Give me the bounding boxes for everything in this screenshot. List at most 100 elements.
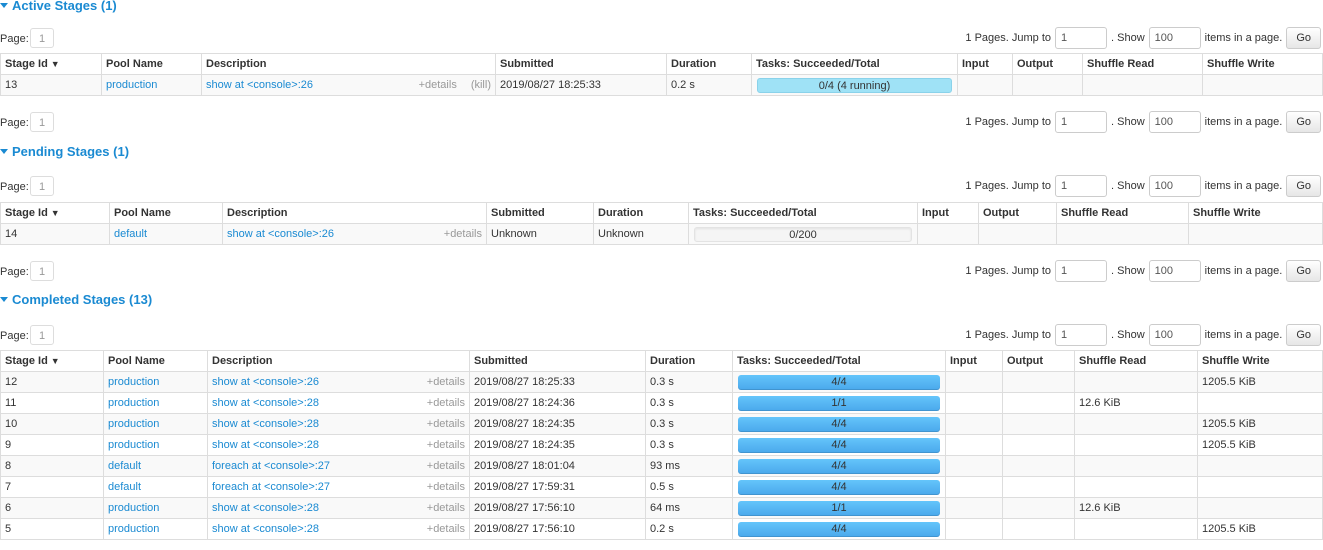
column-header-id[interactable]: Stage Id ▼ — [0, 53, 102, 75]
stage-description-link[interactable]: foreach at <console>:27 — [212, 460, 331, 472]
details-toggle[interactable]: +details — [426, 460, 465, 472]
jump-to-page-input[interactable] — [1055, 324, 1108, 346]
go-button[interactable]: Go — [1286, 324, 1321, 346]
details-toggle[interactable]: +details — [426, 439, 465, 451]
pool-link[interactable]: default — [108, 460, 142, 472]
column-header-shuffle-write[interactable]: Shuffle Write — [1197, 350, 1323, 372]
pool-link[interactable]: production — [108, 376, 160, 388]
cell-tasks: 4/4 — [732, 476, 946, 498]
cell-pool: default — [103, 455, 208, 477]
active-stages-toggle[interactable]: Active Stages (1) — [0, 0, 117, 13]
column-header-shuffle-read[interactable]: Shuffle Read — [1082, 53, 1203, 75]
details-toggle[interactable]: +details — [426, 523, 465, 535]
cell-desc: foreach at <console>:27 +details — [207, 476, 470, 498]
cell-desc: show at <console>:28 +details — [207, 434, 470, 456]
column-header-duration[interactable]: Duration — [593, 202, 689, 224]
cell-id: 8 — [0, 455, 104, 477]
section-title: Completed Stages (13) — [12, 292, 153, 307]
stage-description-link[interactable]: show at <console>:26 — [227, 228, 335, 240]
jump-to-page-input[interactable] — [1055, 27, 1108, 49]
column-header-shuffle-read[interactable]: Shuffle Read — [1056, 202, 1189, 224]
column-header-submitted[interactable]: Submitted — [486, 202, 594, 224]
details-toggle[interactable]: +details — [426, 502, 465, 514]
column-header-tasks[interactable]: Tasks: Succeeded/Total — [732, 350, 946, 372]
column-header-output[interactable]: Output — [978, 202, 1057, 224]
stage-description-link[interactable]: show at <console>:28 — [212, 502, 320, 514]
stage-description-link[interactable]: show at <console>:28 — [212, 397, 320, 409]
column-header-submitted[interactable]: Submitted — [469, 350, 646, 372]
pool-link[interactable]: production — [108, 439, 160, 451]
column-header-output[interactable]: Output — [1012, 53, 1083, 75]
pool-link[interactable]: production — [108, 418, 160, 430]
completed-stages-toggle[interactable]: Completed Stages (13) — [0, 292, 152, 307]
pool-link[interactable]: production — [108, 397, 160, 409]
column-header-tasks[interactable]: Tasks: Succeeded/Total — [751, 53, 958, 75]
column-header-desc[interactable]: Description — [201, 53, 496, 75]
pool-link[interactable]: production — [106, 79, 158, 91]
column-header-input[interactable]: Input — [917, 202, 979, 224]
items-text: items in a page. — [1204, 265, 1283, 277]
column-header-pool[interactable]: Pool Name — [109, 202, 223, 224]
column-header-desc[interactable]: Description — [222, 202, 487, 224]
page-1-link[interactable]: 1 — [30, 325, 54, 345]
page-size-input[interactable] — [1148, 324, 1201, 346]
table-row: 6 production show at <console>:28 +details 2… — [0, 497, 1323, 519]
pool-link[interactable]: default — [114, 228, 148, 240]
table-row: 12 production show at <console>:26 +details… — [0, 371, 1323, 393]
go-button[interactable]: Go — [1286, 111, 1321, 133]
page-size-input[interactable] — [1148, 27, 1201, 49]
jump-to-page-input[interactable] — [1055, 260, 1108, 282]
details-toggle[interactable]: +details — [443, 228, 482, 240]
column-header-duration[interactable]: Duration — [666, 53, 752, 75]
column-header-input[interactable]: Input — [945, 350, 1003, 372]
column-header-shuffle-write[interactable]: Shuffle Write — [1188, 202, 1323, 224]
jump-to-page-input[interactable] — [1055, 111, 1108, 133]
go-button[interactable]: Go — [1286, 260, 1321, 282]
stage-description-link[interactable]: show at <console>:28 — [212, 418, 320, 430]
pending-stages-toggle[interactable]: Pending Stages (1) — [0, 144, 129, 159]
column-header-pool[interactable]: Pool Name — [101, 53, 202, 75]
column-header-shuffle-write[interactable]: Shuffle Write — [1202, 53, 1323, 75]
kill-link[interactable]: (kill) — [470, 79, 491, 91]
column-header-desc[interactable]: Description — [207, 350, 470, 372]
pool-link[interactable]: production — [108, 502, 160, 514]
details-toggle[interactable]: +details — [426, 397, 465, 409]
column-header-tasks[interactable]: Tasks: Succeeded/Total — [688, 202, 918, 224]
jump-to-page-input[interactable] — [1055, 175, 1108, 197]
column-header-shuffle-read[interactable]: Shuffle Read — [1074, 350, 1198, 372]
column-header-id[interactable]: Stage Id ▼ — [0, 202, 110, 224]
column-header-submitted[interactable]: Submitted — [495, 53, 667, 75]
page-size-input[interactable] — [1148, 175, 1201, 197]
cell-duration: 0.3 s — [645, 392, 733, 414]
stage-description-link[interactable]: show at <console>:28 — [212, 439, 320, 451]
go-button[interactable]: Go — [1286, 175, 1321, 197]
page-1-link[interactable]: 1 — [30, 112, 54, 132]
pool-link[interactable]: production — [108, 523, 160, 535]
stage-description-link[interactable]: show at <console>:26 — [212, 376, 320, 388]
page-1-link[interactable]: 1 — [30, 28, 54, 48]
cell-desc: show at <console>:28 +details — [207, 497, 470, 519]
details-toggle[interactable]: +details — [418, 79, 457, 91]
stage-description-link[interactable]: foreach at <console>:27 — [212, 481, 331, 493]
pool-link[interactable]: default — [108, 481, 142, 493]
completed-stages-table: Stage Id ▼ Pool Name Description Submitted Du… — [0, 350, 1323, 540]
column-header-id[interactable]: Stage Id ▼ — [0, 350, 104, 372]
show-text: . Show — [1111, 180, 1145, 192]
column-header-pool[interactable]: Pool Name — [103, 350, 208, 372]
details-toggle[interactable]: +details — [426, 418, 465, 430]
stage-description-link[interactable]: show at <console>:28 — [212, 523, 320, 535]
column-header-output[interactable]: Output — [1002, 350, 1075, 372]
go-button[interactable]: Go — [1286, 27, 1321, 49]
cell-id: 9 — [0, 434, 104, 456]
column-header-input[interactable]: Input — [957, 53, 1013, 75]
stage-description-link[interactable]: show at <console>:26 — [206, 79, 314, 91]
collapse-arrow-icon — [0, 149, 8, 155]
column-header-duration[interactable]: Duration — [645, 350, 733, 372]
cell-duration: 0.3 s — [645, 371, 733, 393]
page-size-input[interactable] — [1148, 111, 1201, 133]
page-1-link[interactable]: 1 — [30, 176, 54, 196]
page-1-link[interactable]: 1 — [30, 261, 54, 281]
details-toggle[interactable]: +details — [426, 481, 465, 493]
page-size-input[interactable] — [1148, 260, 1201, 282]
details-toggle[interactable]: +details — [426, 376, 465, 388]
